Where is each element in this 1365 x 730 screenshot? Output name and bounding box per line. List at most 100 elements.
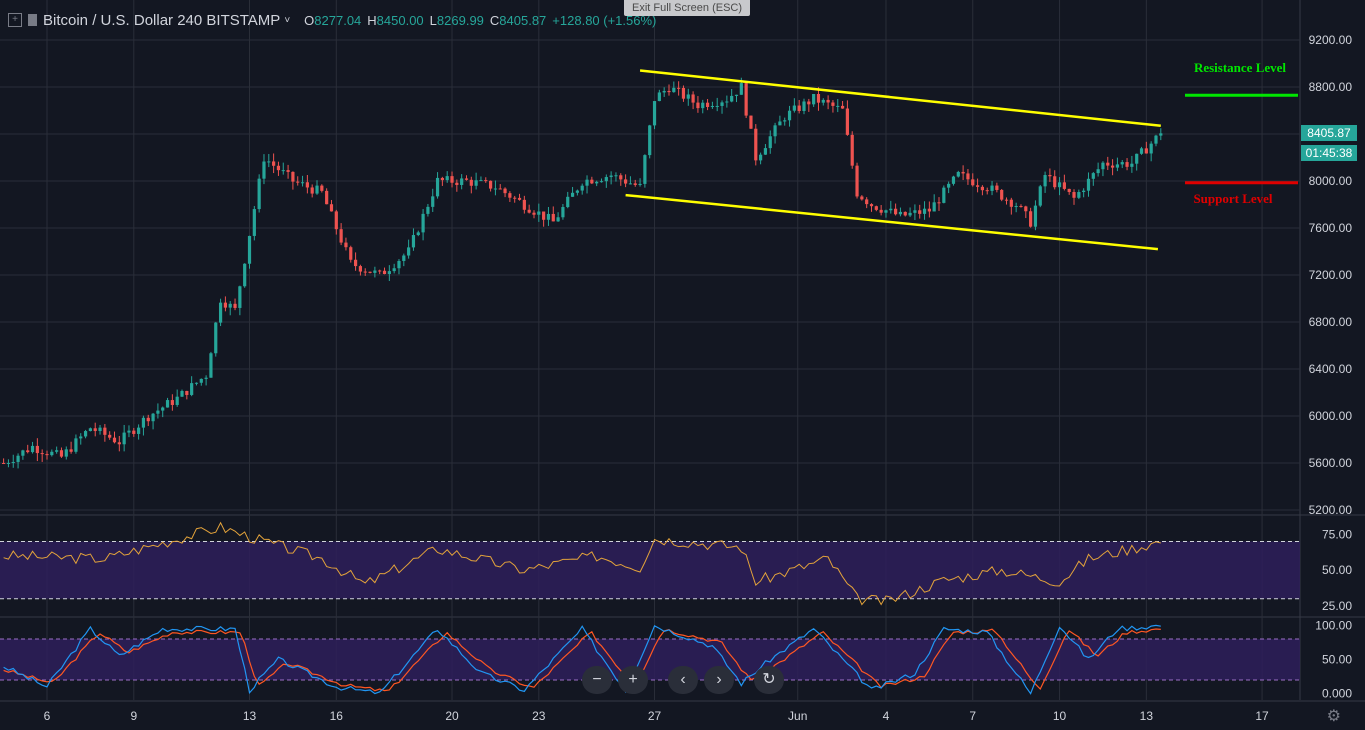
candle-body: [633, 183, 637, 185]
candle-body: [300, 182, 305, 184]
candle-body: [537, 211, 541, 215]
x-tick-label: 17: [1255, 709, 1269, 723]
candle-body: [402, 255, 406, 261]
candle-body: [127, 430, 131, 433]
candle-body: [426, 206, 430, 214]
open-label: O: [304, 12, 315, 28]
candle-body: [783, 120, 787, 122]
y-tick-label: 5600.00: [1309, 456, 1353, 470]
close-value: 8405.87: [499, 12, 547, 28]
candle-body: [16, 455, 20, 462]
candle-body: [416, 232, 420, 236]
candle-body: [40, 453, 44, 455]
candle-body: [175, 396, 179, 405]
candle-body: [474, 180, 478, 186]
candle-body: [2, 463, 6, 464]
candle-body: [1101, 162, 1105, 170]
settings-icon[interactable]: ⚙: [1326, 708, 1341, 725]
candle-body: [990, 185, 994, 191]
y-tick-label: 7600.00: [1309, 221, 1353, 235]
candle-body: [575, 190, 579, 193]
candle-body: [542, 211, 546, 220]
candle-body: [305, 182, 309, 188]
candle-body: [1115, 164, 1120, 168]
candle-body: [580, 185, 584, 191]
candle-body: [498, 188, 502, 190]
candle-body: [156, 410, 160, 414]
candle-body: [889, 208, 893, 211]
candle-body: [11, 461, 15, 463]
candle-body: [807, 101, 811, 105]
zoom-out-icon[interactable]: −: [582, 666, 612, 694]
candle-body: [1154, 135, 1158, 144]
candle-body: [985, 190, 989, 192]
candle-body: [353, 259, 358, 267]
candle-body: [484, 180, 488, 182]
candle-body: [855, 165, 859, 197]
candle-body: [947, 183, 951, 188]
candle-body: [247, 235, 252, 264]
candle-body: [79, 436, 83, 439]
candle-body: [831, 102, 835, 106]
candle-body: [132, 430, 136, 434]
candle-body: [734, 94, 739, 96]
candle-body: [243, 263, 247, 287]
candle-body: [908, 212, 912, 216]
candle-body: [1082, 190, 1086, 193]
candle-body: [368, 271, 372, 273]
candle-body: [652, 101, 657, 126]
candle-body: [165, 400, 170, 408]
symbol-title[interactable]: Bitcoin / U.S. Dollar 240 BITSTAMP: [43, 11, 281, 29]
candle-body: [619, 175, 623, 180]
candle-body: [884, 210, 888, 213]
candle-body: [382, 270, 387, 275]
candle-body: [517, 197, 522, 200]
candle-body: [421, 213, 425, 233]
candle-body: [59, 450, 64, 457]
expand-icon[interactable]: +: [8, 13, 22, 27]
candle-body: [1033, 205, 1038, 227]
candle-body: [802, 101, 806, 111]
collapse-icon[interactable]: [28, 14, 37, 26]
candle-body: [1043, 175, 1047, 187]
candle-body: [995, 185, 999, 190]
exit-fullscreen-button[interactable]: Exit Full Screen (ESC): [624, 0, 750, 16]
reset-chart-icon[interactable]: ↻: [754, 666, 784, 694]
chevron-down-icon[interactable]: ˅: [284, 14, 291, 26]
x-tick-label: 16: [330, 709, 344, 723]
candle-body: [108, 434, 112, 438]
candle-body: [1038, 186, 1042, 206]
candle-body: [363, 271, 367, 273]
candle-body: [1130, 163, 1134, 167]
candle-body: [122, 432, 126, 445]
y-tick-label: 6400.00: [1309, 362, 1353, 376]
candle-body: [180, 390, 184, 397]
zoom-in-icon[interactable]: +: [618, 666, 648, 694]
scroll-left-icon[interactable]: ‹: [668, 666, 698, 694]
candle-body: [228, 303, 232, 308]
candle-body: [387, 271, 391, 275]
y-tick-label: 8000.00: [1309, 174, 1353, 188]
x-tick-label: 27: [648, 709, 662, 723]
candle-body: [45, 454, 49, 456]
candle-body: [677, 87, 681, 89]
x-tick-label: 10: [1053, 709, 1067, 723]
close-label: C: [489, 12, 500, 28]
candle-body: [1110, 165, 1115, 168]
y-tick-label: 6000.00: [1309, 409, 1353, 423]
change-value: +128.80 (+1.56%): [552, 12, 657, 28]
candle-body: [103, 427, 107, 435]
candle-body: [431, 196, 435, 207]
candle-body: [252, 209, 256, 236]
candle-body: [464, 178, 469, 180]
candle-body: [763, 148, 768, 155]
scroll-right-icon[interactable]: ›: [704, 666, 734, 694]
candle-body: [339, 229, 343, 243]
candle-body: [787, 110, 792, 121]
candle-body: [320, 185, 324, 191]
candle-body: [701, 102, 705, 109]
candle-body: [1000, 189, 1004, 200]
candle-body: [35, 445, 39, 454]
candle-body: [493, 188, 498, 190]
